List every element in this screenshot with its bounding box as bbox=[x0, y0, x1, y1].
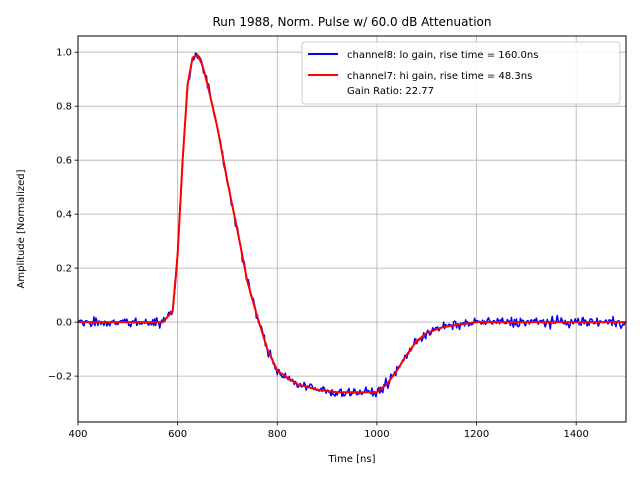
y-tick-label: 0.2 bbox=[56, 264, 72, 275]
y-tick-label: 0.8 bbox=[56, 102, 72, 113]
x-tick-label: 1400 bbox=[563, 429, 588, 440]
legend-label-0: channel8: lo gain, rise time = 160.0ns bbox=[347, 50, 538, 61]
x-tick-label: 800 bbox=[268, 429, 287, 440]
y-axis-label: Amplitude [Normalized] bbox=[16, 169, 27, 288]
series-line-1 bbox=[78, 53, 626, 394]
legend-box bbox=[301, 41, 621, 105]
x-tick-label: 1200 bbox=[464, 429, 489, 440]
legend-label-line: Gain Ratio: 22.77 bbox=[347, 86, 434, 97]
chart-title: Run 1988, Norm. Pulse w/ 60.0 dB Attenua… bbox=[213, 15, 492, 29]
legend-label-line: channel7: hi gain, rise time = 48.3ns bbox=[347, 71, 532, 82]
grid bbox=[77, 36, 626, 422]
axis-ticks: 400 600 800 1000 1200 1400 −0.2 0.0 0.2 0.4 0.6 0.8… bbox=[48, 48, 589, 440]
y-tick-label: 1.0 bbox=[56, 48, 72, 59]
plot-frame bbox=[77, 35, 627, 423]
x-axis-label: Time [ns] bbox=[327, 454, 375, 465]
legend: channel8: lo gain, rise time = 160.0ns ch… bbox=[301, 41, 621, 105]
x-tick-label: 1000 bbox=[364, 429, 389, 440]
y-tick-label: 0.4 bbox=[56, 210, 72, 221]
x-tick-label: 600 bbox=[168, 429, 187, 440]
y-tick-label: −0.2 bbox=[48, 372, 72, 383]
series-layer bbox=[78, 52, 626, 398]
legend-label-line: channel8: lo gain, rise time = 160.0ns bbox=[347, 50, 538, 61]
legend-label-1: channel7: hi gain, rise time = 48.3ns Gai… bbox=[347, 71, 532, 97]
y-tick-label: 0.6 bbox=[56, 156, 72, 167]
y-tick-label: 0.0 bbox=[56, 318, 72, 329]
x-tick-label: 400 bbox=[68, 429, 87, 440]
